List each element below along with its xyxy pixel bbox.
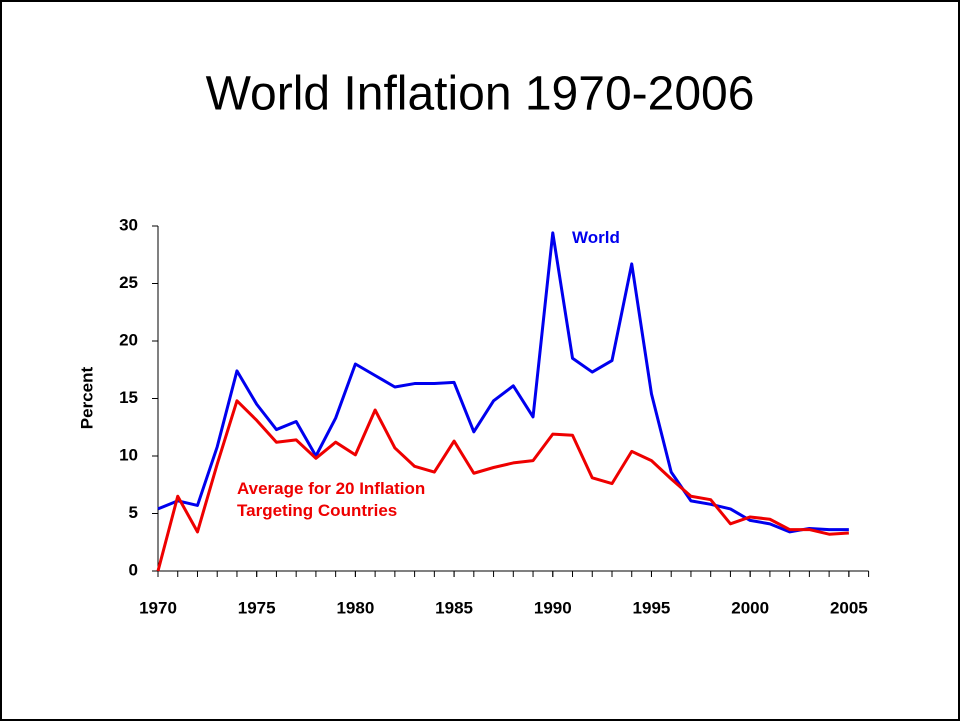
series-label: World <box>572 228 620 247</box>
y-tick-label: 0 <box>129 560 138 579</box>
x-tick-label: 2005 <box>830 598 868 617</box>
x-tick-label: 1990 <box>534 598 572 617</box>
x-tick-label: 2000 <box>731 598 769 617</box>
y-tick-label: 10 <box>119 445 138 464</box>
y-tick-label: 30 <box>119 215 138 234</box>
y-axis-label: Percent <box>77 366 96 429</box>
x-tick-label: 1970 <box>139 598 177 617</box>
x-tick-label: 1980 <box>336 598 374 617</box>
y-tick-label: 20 <box>119 330 138 349</box>
line-series <box>156 399 849 572</box>
y-tick-label: 15 <box>119 388 138 407</box>
y-tick-label: 5 <box>129 503 138 522</box>
x-tick-label: 1975 <box>238 598 276 617</box>
x-tick-label: 1985 <box>435 598 473 617</box>
line-series <box>157 231 849 534</box>
y-tick-label: 25 <box>119 273 138 292</box>
series-label: Average for 20 Inflation Targeting Count… <box>237 479 426 520</box>
x-tick-label: 1995 <box>633 598 671 617</box>
chart-title: World Inflation 1970-2006 <box>206 68 755 121</box>
